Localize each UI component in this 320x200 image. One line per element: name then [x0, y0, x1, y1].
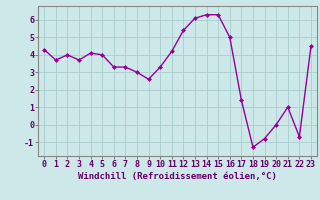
X-axis label: Windchill (Refroidissement éolien,°C): Windchill (Refroidissement éolien,°C) — [78, 172, 277, 181]
